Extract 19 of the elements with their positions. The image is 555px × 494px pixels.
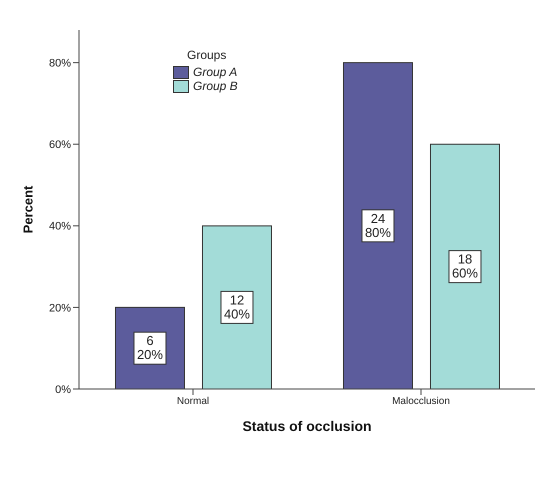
y-axis-title: Percent — [20, 184, 36, 234]
x-axis-title: Status of occlusion — [242, 418, 372, 434]
data-label: 24 80% — [364, 210, 392, 240]
data-label: 6 20% — [136, 333, 164, 362]
bar — [342, 62, 413, 389]
x-tick-label: Malocclusion — [392, 396, 450, 408]
legend-label: Group A — [193, 65, 238, 79]
y-tick-label: 40% — [48, 220, 72, 233]
data-label: 18 60% — [452, 252, 478, 281]
legend-title: Groups — [187, 48, 228, 62]
x-tick-label: Normal — [176, 396, 210, 408]
data-label: 12 40% — [224, 292, 250, 322]
bar — [430, 144, 500, 389]
bar — [202, 225, 272, 389]
y-tick-label: 20% — [48, 302, 72, 314]
legend-label: Group B — [193, 79, 238, 93]
y-tick-label: 80% — [48, 58, 72, 70]
y-tick-label: 0% — [55, 384, 72, 396]
y-tick-label: 60% — [48, 139, 72, 152]
